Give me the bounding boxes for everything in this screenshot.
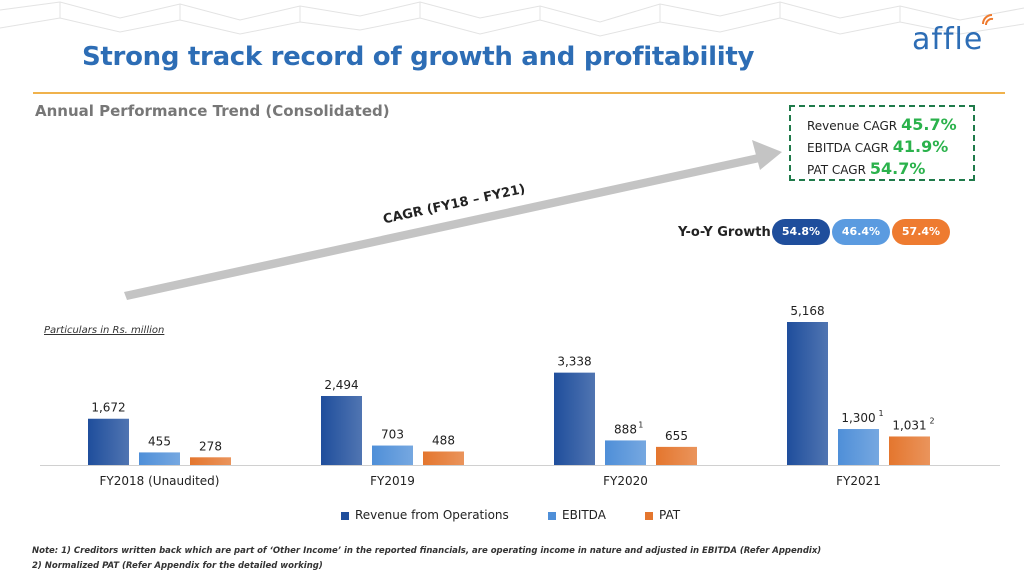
page-title: Strong track record of growth and profit…: [82, 42, 755, 72]
ebitda-cagr: EBITDA CAGR 41.9%: [807, 137, 948, 156]
revenue-cagr-value: 45.7%: [901, 115, 957, 134]
legend-ebitda-swatch: [548, 511, 556, 520]
category-label: FY2018 (Unaudited): [100, 474, 220, 488]
data-label: 3,338: [557, 355, 591, 369]
category-label: FY2021: [836, 474, 881, 488]
category-label: FY2020: [603, 474, 648, 488]
pat-cagr: PAT CAGR 54.7%: [807, 159, 925, 178]
yoy-growth-label: Y-o-Y Growth: [678, 225, 771, 240]
legend-revenue-swatch: [341, 511, 349, 520]
bar-revenue-from-operations-0: [88, 418, 129, 465]
bar-revenue-from-operations-2: [554, 372, 595, 465]
bar-revenue-from-operations-1: [321, 395, 362, 465]
yoy-ebitda-pill: 46.4%: [832, 219, 890, 245]
bar-ebitda-1: [372, 445, 413, 465]
bar-pat-2: [656, 446, 697, 465]
affle-logo: affle: [912, 22, 984, 57]
network-background-pattern: [0, 1, 1024, 37]
section-subtitle: Annual Performance Trend (Consolidated): [35, 102, 390, 120]
bar-ebitda-3: [838, 429, 879, 465]
legend-pat-swatch: [645, 511, 653, 520]
footnote-1: Note: 1) Creditors written back which ar…: [32, 546, 822, 556]
data-label: 455: [148, 434, 171, 448]
yoy-pat-pill: 57.4%: [892, 219, 950, 245]
legend-revenue-label: Revenue from Operations: [355, 508, 509, 522]
legend-pat: PAT: [645, 508, 680, 522]
data-label: 5,168: [790, 304, 824, 318]
data-label: 703: [381, 428, 404, 442]
legend-ebitda: EBITDA: [548, 508, 606, 522]
bar-pat-0: [190, 457, 231, 465]
bar-chart: 1,672 455 278 FY2018 (Unaudited) 2,494 703 488…: [40, 304, 1000, 488]
pat-cagr-value: 54.7%: [869, 159, 926, 178]
legend-pat-label: PAT: [659, 508, 681, 522]
legend-ebitda-label: EBITDA: [562, 508, 606, 522]
revenue-cagr-label: Revenue CAGR: [807, 119, 898, 133]
particulars-note: Particulars in Rs. million: [44, 325, 165, 336]
bar-revenue-from-operations-3: [787, 322, 828, 465]
data-label: 488: [432, 433, 455, 447]
legend-revenue: Revenue from Operations: [341, 508, 509, 522]
data-label: 888: [614, 422, 637, 436]
data-label: 655: [665, 429, 688, 443]
footnote-marker: 1: [879, 409, 884, 418]
bar-ebitda-2: [605, 440, 646, 465]
category-label: FY2019: [370, 474, 415, 488]
bar-ebitda-0: [139, 452, 180, 465]
bar-pat-1: [423, 451, 464, 465]
data-label: 1,300: [841, 411, 875, 425]
ebitda-cagr-value: 41.9%: [892, 137, 949, 156]
footnote-marker: 1: [638, 420, 643, 429]
ebitda-cagr-label: EBITDA CAGR: [807, 141, 889, 155]
yoy-revenue-pill: 54.8%: [772, 219, 830, 245]
title-divider: [33, 92, 1005, 94]
cagr-summary-box: Revenue CAGR 45.7% EBITDA CAGR 41.9% PAT C…: [789, 105, 975, 181]
data-label: 2,494: [324, 378, 358, 392]
data-label: 278: [199, 439, 222, 453]
pat-cagr-label: PAT CAGR: [807, 163, 866, 177]
footnote-marker: 2: [930, 416, 935, 425]
data-label: 1,031: [892, 418, 926, 432]
wifi-signal-icon: [982, 14, 994, 26]
bar-pat-3: [889, 436, 930, 465]
revenue-cagr: Revenue CAGR 45.7%: [807, 115, 957, 134]
data-label: 1,672: [91, 401, 125, 415]
footnote-2: 2) Normalized PAT (Refer Appendix for th…: [32, 561, 323, 571]
